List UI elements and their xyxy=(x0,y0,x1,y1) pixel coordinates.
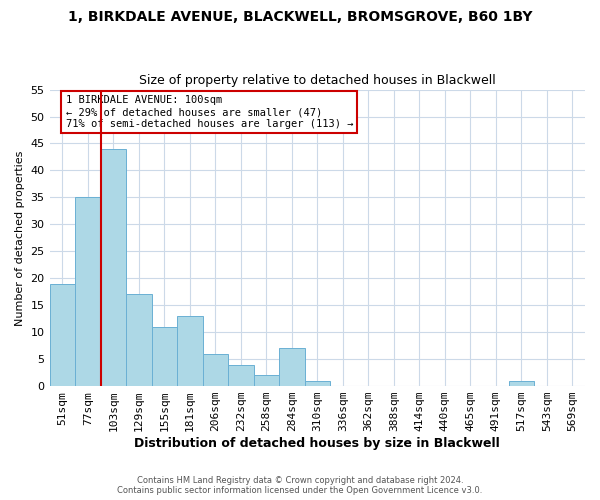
Bar xyxy=(279,348,305,386)
Text: 1, BIRKDALE AVENUE, BLACKWELL, BROMSGROVE, B60 1BY: 1, BIRKDALE AVENUE, BLACKWELL, BROMSGROV… xyxy=(68,10,532,24)
Bar xyxy=(509,380,534,386)
Bar xyxy=(126,294,152,386)
Title: Size of property relative to detached houses in Blackwell: Size of property relative to detached ho… xyxy=(139,74,496,87)
Bar xyxy=(177,316,203,386)
Bar xyxy=(50,284,75,386)
Text: Contains HM Land Registry data © Crown copyright and database right 2024.
Contai: Contains HM Land Registry data © Crown c… xyxy=(118,476,482,495)
Text: 1 BIRKDALE AVENUE: 100sqm
← 29% of detached houses are smaller (47)
71% of semi-: 1 BIRKDALE AVENUE: 100sqm ← 29% of detac… xyxy=(65,96,353,128)
Bar xyxy=(254,376,279,386)
Bar xyxy=(203,354,228,386)
Bar xyxy=(228,364,254,386)
Bar xyxy=(305,380,330,386)
Bar xyxy=(101,149,126,386)
Y-axis label: Number of detached properties: Number of detached properties xyxy=(15,150,25,326)
X-axis label: Distribution of detached houses by size in Blackwell: Distribution of detached houses by size … xyxy=(134,437,500,450)
Bar xyxy=(152,327,177,386)
Bar xyxy=(75,198,101,386)
